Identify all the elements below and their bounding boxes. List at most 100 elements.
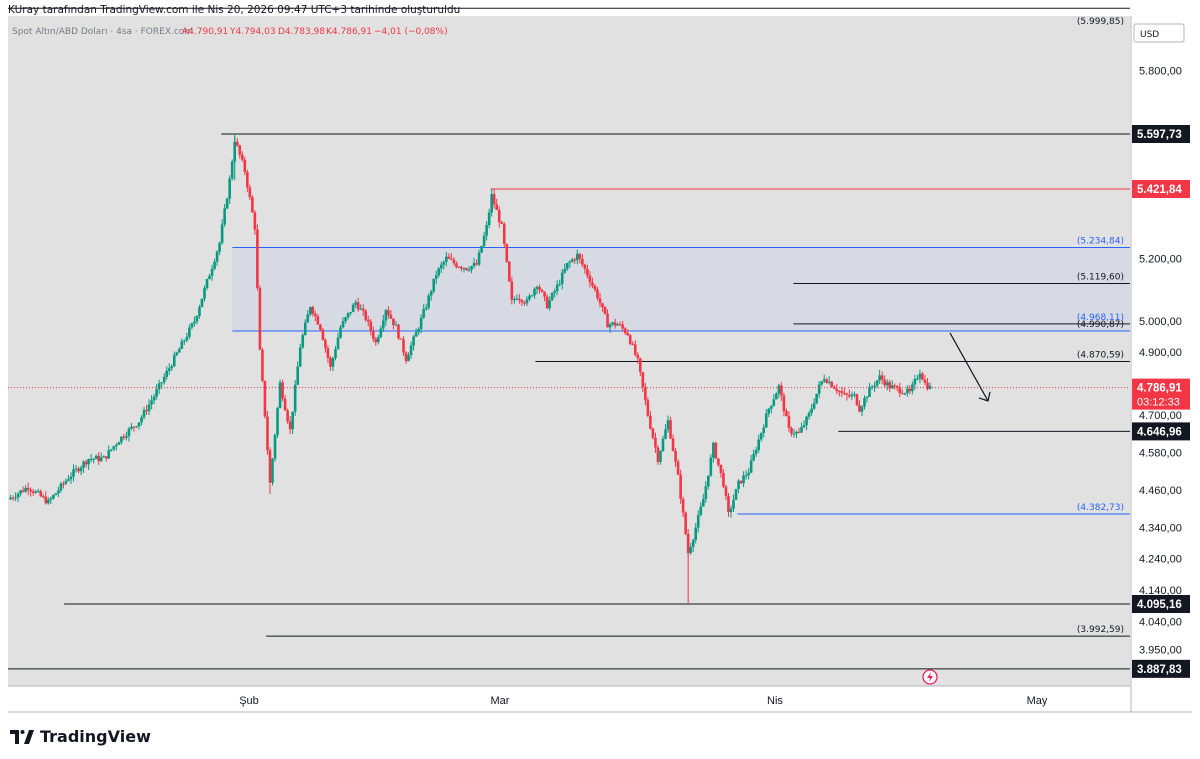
candle-331: [843, 387, 846, 396]
currency-tag[interactable]: USD: [1133, 23, 1185, 43]
candle-body-276: [704, 486, 708, 500]
candle-body-120: [311, 307, 315, 314]
candle-243: [621, 320, 624, 332]
candle-121: [314, 310, 317, 322]
candle-257: [656, 445, 660, 466]
candle-227: [581, 254, 584, 267]
candle-354: [900, 389, 904, 395]
candle-body-252: [644, 387, 647, 401]
candle-291: [742, 471, 745, 488]
candle-55: [147, 399, 151, 415]
candle-body-96: [251, 197, 254, 213]
candle-218: [558, 279, 561, 287]
candle-123: [319, 323, 322, 332]
candle-277: [707, 475, 710, 490]
candle-350: [890, 380, 894, 389]
candle-322: [820, 380, 823, 386]
candle-body-307: [782, 395, 786, 412]
candle-body-359: [913, 378, 917, 385]
tradingview-logo[interactable]: TradingView: [10, 727, 151, 746]
candle-8: [29, 487, 32, 497]
candle-158: [407, 352, 410, 362]
candle-256: [654, 432, 657, 453]
candle-39: [107, 445, 111, 460]
price-tick-9: 4.140,00: [1139, 585, 1182, 597]
candle-34: [94, 454, 98, 459]
candle-237: [606, 309, 609, 328]
candle-body-343: [873, 385, 876, 387]
candle-body-239: [611, 322, 614, 325]
candle-1: [11, 495, 15, 501]
candle-189: [485, 221, 488, 241]
level-price-tag-bg-2: [1132, 180, 1190, 199]
candle-115: [298, 343, 302, 367]
currency-label: USD: [1140, 30, 1159, 40]
candle-292: [744, 470, 748, 480]
candle-body-287: [732, 499, 735, 509]
candle-body-262: [669, 420, 672, 439]
candle-250: [639, 357, 642, 377]
tradingview-brand: TradingView: [40, 727, 151, 746]
candle-90: [235, 137, 239, 147]
candle-body-208: [533, 288, 536, 296]
lightning-event-icon[interactable]: [922, 669, 938, 685]
legend-value-0: A4.790,91: [182, 27, 228, 37]
candle-body-229: [586, 268, 589, 276]
candle-body-340: [865, 397, 869, 399]
candle-353: [898, 382, 902, 398]
candle-body-297: [757, 439, 760, 451]
candle-body-170: [437, 268, 441, 276]
candle-body-42: [115, 444, 118, 447]
candle-130: [336, 332, 340, 350]
level-price-tag-10: 4.095,16: [1132, 595, 1190, 613]
candle-body-121: [314, 313, 317, 317]
candle-body-263: [671, 438, 675, 451]
candle-356: [906, 385, 909, 397]
candle-355: [903, 392, 907, 396]
legend-value-2: D4.783,98: [278, 27, 325, 37]
candle-110: [286, 408, 289, 424]
candle-body-259: [661, 438, 665, 451]
candle-65: [172, 351, 176, 368]
candle-body-68: [180, 341, 184, 349]
candle-221: [565, 262, 569, 271]
candle-body-296: [754, 450, 758, 454]
candle-body-246: [628, 335, 632, 344]
candle-body-112: [291, 411, 294, 430]
candle-285: [727, 492, 730, 517]
candle-body-199: [510, 281, 514, 300]
candle-body-149: [384, 310, 388, 321]
candle-body-143: [369, 321, 373, 331]
level-label-6: (4.990,87): [1077, 320, 1124, 330]
candle-77: [203, 285, 206, 302]
candle-67: [178, 347, 181, 353]
candle-124: [321, 327, 325, 341]
candle-326: [830, 380, 834, 388]
candle-334: [850, 391, 854, 401]
candle-330: [840, 386, 844, 398]
candle-body-16: [49, 498, 53, 500]
candle-88: [230, 159, 234, 181]
candle-131: [339, 324, 342, 339]
candle-body-204: [523, 302, 526, 304]
candle-128: [331, 356, 335, 372]
candle-body-159: [409, 345, 413, 356]
candle-160: [412, 334, 415, 351]
candle-15: [47, 497, 50, 505]
candle-202: [518, 294, 521, 304]
candle-305: [777, 383, 781, 399]
candle-171: [439, 261, 443, 273]
candle-248: [633, 340, 637, 357]
candle-body-258: [659, 450, 662, 462]
candle-body-271: [691, 540, 695, 548]
price-tick-3: 4.900,00: [1139, 347, 1182, 359]
current-price-tag-bg: [1132, 378, 1190, 410]
candle-145: [374, 336, 378, 346]
candle-body-226: [578, 253, 582, 259]
candle-154: [397, 323, 400, 341]
candle-287: [732, 494, 735, 513]
candle-50: [135, 425, 138, 428]
candle-body-119: [308, 307, 312, 315]
supply-zone: [231, 247, 1131, 331]
